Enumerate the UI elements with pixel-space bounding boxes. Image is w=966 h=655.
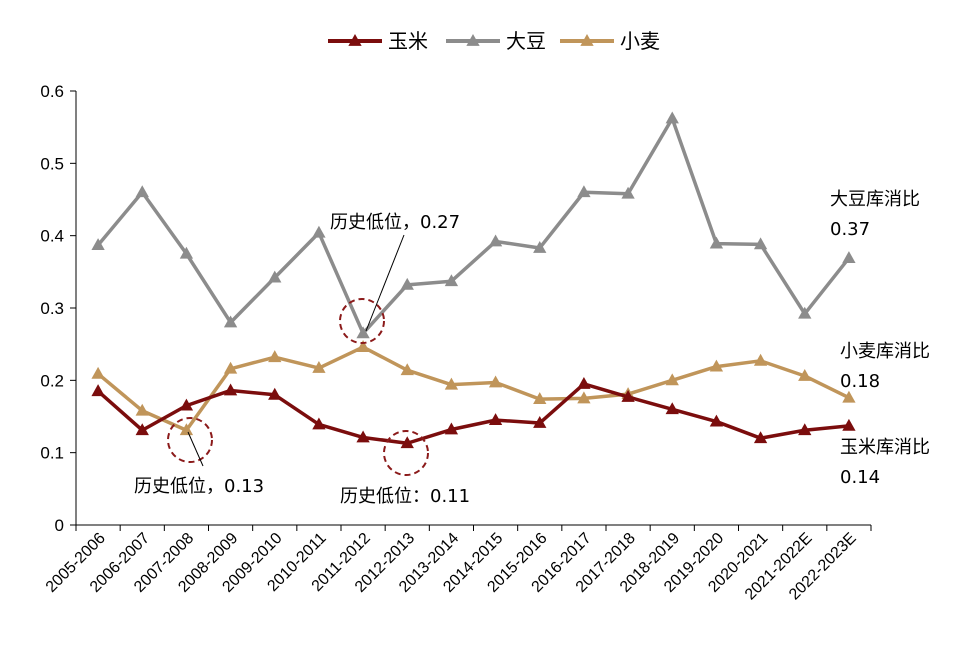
- data-point: [356, 326, 370, 339]
- data-point: [533, 240, 547, 253]
- annotation-corn-ratio-value: 0.14: [840, 467, 880, 488]
- annotation-wheat-historic-low: 历史低位，0.13: [134, 476, 264, 497]
- callout-circle-soybean-low: [339, 298, 385, 344]
- data-point: [533, 392, 547, 405]
- data-point: [444, 422, 459, 435]
- data-point: [577, 185, 591, 198]
- data-point: [842, 390, 856, 403]
- data-point: [356, 430, 370, 443]
- annotation-corn-ratio-label: 玉米库消比: [840, 437, 930, 458]
- callout-circle-wheat-low: [167, 417, 213, 463]
- series-line-2: [96, 345, 850, 432]
- y-tick-label: 0.4: [40, 227, 64, 246]
- annotations: 历史低位，0.27 历史低位，0.13 历史低位：0.11 大豆库消比 0.37…: [134, 189, 930, 507]
- data-point: [665, 402, 679, 415]
- callout-line-soybean-low: [365, 234, 405, 332]
- data-point: [400, 277, 414, 290]
- legend-label: 玉米: [388, 29, 428, 53]
- data-point: [400, 436, 414, 449]
- data-point: [842, 418, 856, 431]
- data-point: [179, 423, 194, 436]
- data-point: [268, 387, 282, 400]
- data-point: [135, 403, 149, 416]
- data-point: [665, 373, 679, 386]
- y-tick-label: 0.5: [40, 154, 64, 173]
- data-point: [91, 366, 105, 379]
- axes: [75, 91, 871, 526]
- data-point: [533, 416, 547, 428]
- data-point: [798, 368, 812, 381]
- data-point: [621, 389, 635, 402]
- series-line-1: [96, 116, 851, 336]
- data-point: [577, 391, 591, 404]
- y-tick-label: 0.1: [40, 444, 64, 463]
- data-point: [135, 423, 149, 436]
- legend-label: 大豆: [506, 29, 546, 53]
- data-point: [223, 383, 238, 396]
- data-point: [444, 377, 459, 390]
- callouts: [167, 234, 429, 476]
- data-point: [179, 398, 194, 411]
- annotation-soybean-historic-low: 历史低位，0.27: [330, 212, 460, 233]
- annotation-soybean-ratio-value: 0.37: [830, 219, 870, 240]
- legend-swatch-marker: [580, 34, 594, 46]
- data-point: [709, 236, 724, 249]
- data-point: [223, 315, 238, 328]
- y-tick-label: 0: [55, 516, 64, 535]
- legend-swatch-marker: [348, 34, 362, 46]
- legend-swatch-marker: [466, 34, 480, 46]
- data-point: [753, 237, 768, 250]
- data-point: [268, 270, 282, 283]
- annotation-wheat-ratio-value: 0.18: [840, 371, 880, 392]
- data-point: [798, 423, 812, 436]
- data-point: [91, 384, 105, 397]
- data-point: [312, 225, 326, 238]
- data-point: [135, 185, 149, 198]
- legend: 玉米 大豆 小麦: [328, 29, 660, 53]
- data-point: [444, 274, 459, 287]
- data-point: [753, 431, 768, 444]
- data-point: [268, 350, 282, 363]
- y-tick-label: 0.6: [40, 82, 64, 101]
- series-line-0: [96, 382, 850, 446]
- data-point: [709, 414, 724, 427]
- annotation-soybean-ratio-label: 大豆库消比: [830, 189, 920, 210]
- data-point: [488, 413, 503, 426]
- data-point: [577, 376, 591, 389]
- series-group: [91, 111, 856, 449]
- data-point: [709, 359, 724, 372]
- data-point: [400, 363, 414, 376]
- callout-line-wheat-low: [187, 431, 204, 467]
- y-tick-labels: 0 0.1 0.2 0.3 0.4 0.5 0.6: [40, 82, 76, 535]
- data-point: [356, 340, 370, 352]
- data-point: [223, 361, 238, 374]
- data-point: [842, 251, 856, 263]
- annotation-wheat-ratio-label: 小麦库消比: [840, 341, 930, 362]
- annotation-corn-historic-low: 历史低位：0.11: [340, 486, 470, 507]
- data-point: [91, 238, 105, 250]
- y-tick-label: 0.3: [40, 299, 64, 318]
- data-point: [753, 353, 768, 366]
- data-point: [665, 111, 679, 124]
- x-tick-labels: 2005-20062006-20072007-20082008-20092009…: [43, 525, 872, 603]
- legend-label: 小麦: [620, 29, 660, 53]
- callout-circle-corn-low: [383, 430, 429, 476]
- data-point: [488, 234, 503, 247]
- data-point: [798, 306, 812, 319]
- data-point: [312, 417, 326, 430]
- y-tick-label: 0.2: [40, 371, 64, 390]
- data-point: [488, 375, 503, 388]
- data-point: [179, 246, 194, 259]
- data-point: [621, 186, 635, 199]
- data-point: [312, 361, 326, 373]
